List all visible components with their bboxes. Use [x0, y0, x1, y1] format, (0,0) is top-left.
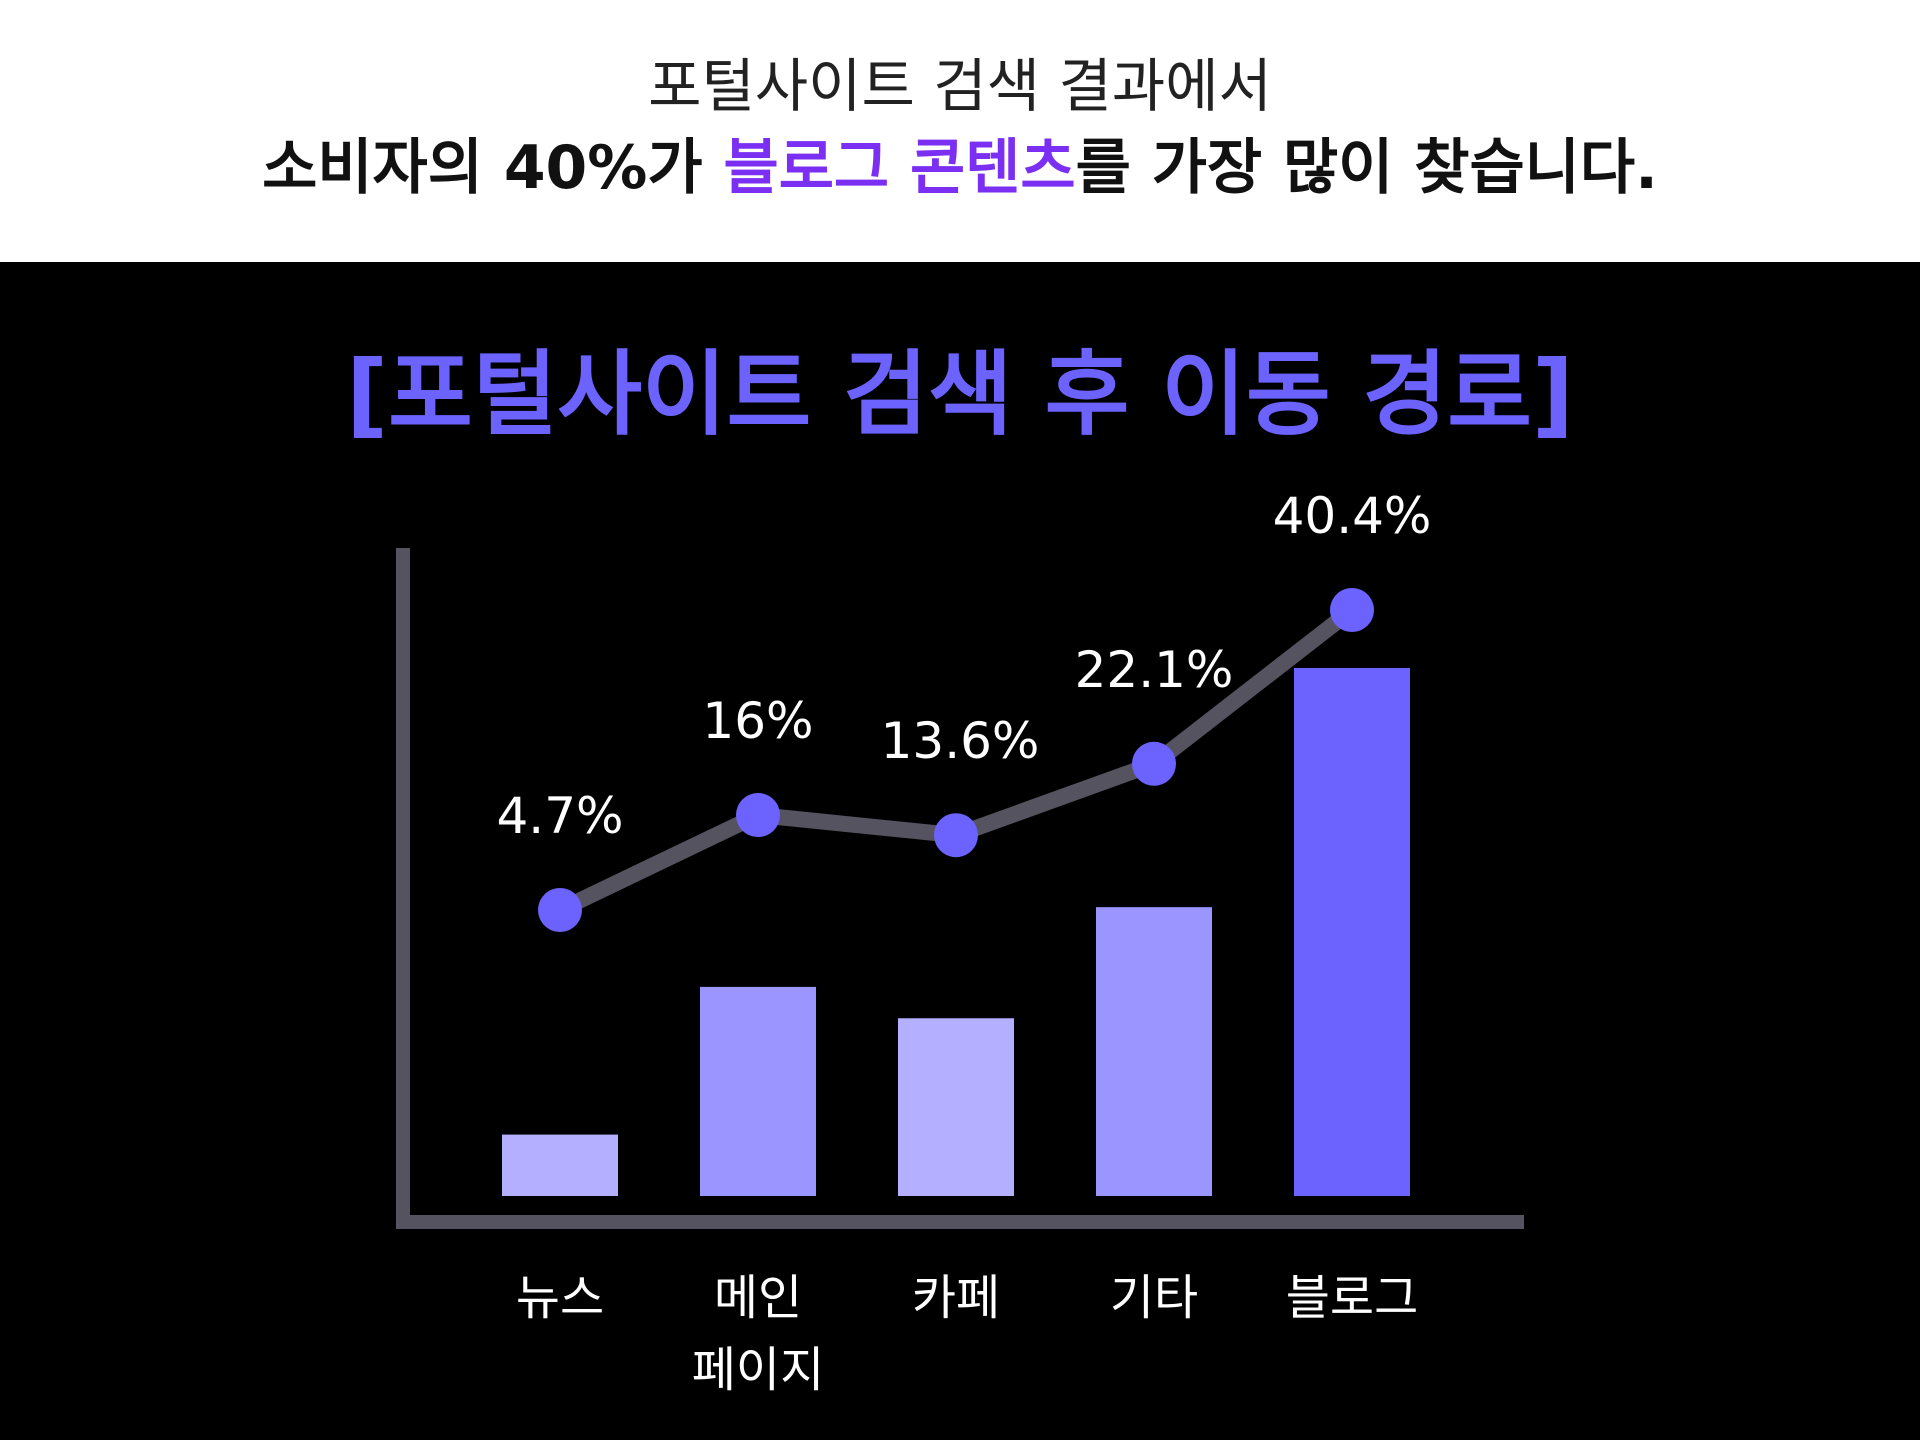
data-point-3: [934, 813, 978, 858]
bar-1: [502, 1134, 618, 1196]
bar-3: [898, 1018, 1014, 1196]
header-banner: 포털사이트 검색 결과에서 소비자의 40%가 블로그 콘텐츠를 가장 많이 찾…: [0, 0, 1920, 262]
data-label-1: 4.7%: [496, 787, 623, 845]
data-point-1: [538, 888, 582, 932]
category-label-2-line-1: 메인: [714, 1270, 802, 1326]
headline-prefix: 소비자의 40%가: [262, 133, 724, 203]
category-label-1: 뉴스: [516, 1270, 604, 1326]
data-point-2: [736, 793, 780, 838]
data-label-2: 16%: [702, 692, 813, 750]
data-label-5: 40.4%: [1273, 487, 1432, 545]
header-headline: 소비자의 40%가 블로그 콘텐츠를 가장 많이 찾습니다.: [0, 130, 1920, 206]
headline-highlight: 블로그 콘텐츠: [723, 133, 1076, 203]
bar-4: [1096, 907, 1212, 1196]
category-label-4: 기타: [1110, 1270, 1198, 1326]
headline-suffix: 를 가장 많이 찾습니다.: [1075, 133, 1658, 203]
category-label-2-line-2: 페이지: [692, 1342, 824, 1398]
chart-title: [포털사이트 검색 후 이동 경로]: [346, 341, 1574, 448]
category-label-3: 카페: [912, 1270, 1000, 1326]
header-subtitle: 포털사이트 검색 결과에서: [648, 52, 1272, 120]
bar-5: [1294, 668, 1410, 1196]
data-point-4: [1132, 741, 1176, 786]
bar-2: [700, 986, 816, 1196]
category-label-5: 블로그: [1286, 1270, 1418, 1326]
data-label-3: 13.6%: [881, 712, 1040, 770]
data-label-4: 22.1%: [1075, 641, 1234, 699]
data-point-5: [1330, 588, 1374, 632]
